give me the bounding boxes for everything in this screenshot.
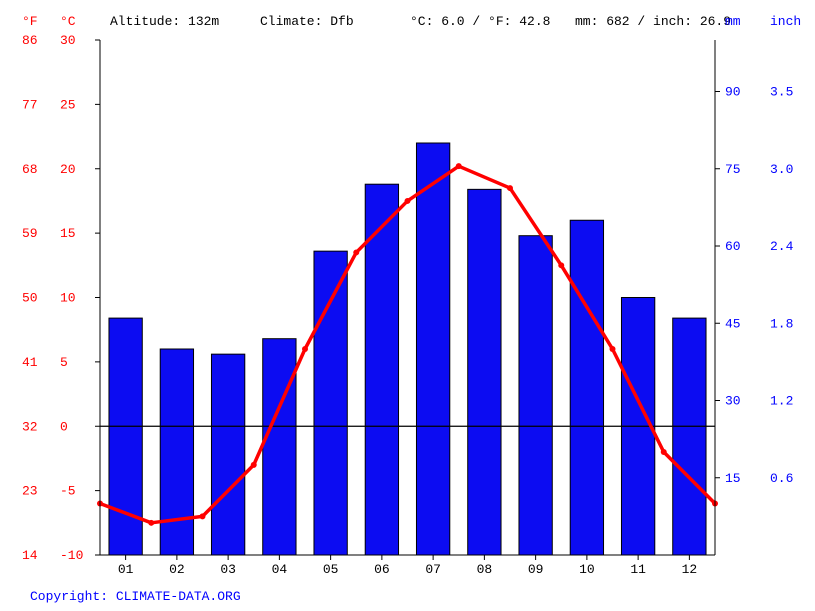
axis-f-tick: 14 — [22, 548, 38, 563]
chart-svg: Altitude: 132m Climate: Dfb °C: 6.0 / °F: … — [0, 0, 815, 611]
temp-marker — [353, 249, 359, 255]
axis-x-tick: 08 — [477, 562, 493, 577]
axis-c-tick: -10 — [60, 548, 83, 563]
temp-marker — [661, 449, 667, 455]
temp-marker — [507, 185, 513, 191]
axis-mm-tick: 45 — [725, 316, 741, 331]
header-precip: mm: 682 / inch: 26.9 — [575, 14, 731, 29]
axis-x-tick: 07 — [425, 562, 441, 577]
axis-c-tick: 30 — [60, 33, 76, 48]
temp-marker — [148, 520, 154, 526]
temp-marker — [302, 346, 308, 352]
axis-x-tick: 06 — [374, 562, 390, 577]
axis-mm-tick: 75 — [725, 162, 741, 177]
precip-bar — [519, 236, 552, 555]
axis-mm-tick: 15 — [725, 471, 741, 486]
axis-mm-tick: 60 — [725, 239, 741, 254]
header-altitude: Altitude: 132m — [110, 14, 219, 29]
precip-bar — [160, 349, 193, 555]
axis-c-tick: 25 — [60, 97, 76, 112]
axis-inch-tick: 3.0 — [770, 162, 793, 177]
precip-bar — [570, 220, 603, 555]
axis-x-tick: 04 — [272, 562, 288, 577]
axis-c-tick: 0 — [60, 419, 68, 434]
axis-c-tick: -5 — [60, 484, 76, 499]
climate-chart: Altitude: 132m Climate: Dfb °C: 6.0 / °F: … — [0, 0, 815, 611]
precip-bar — [468, 189, 501, 555]
temp-marker — [251, 462, 257, 468]
precip-bar — [109, 318, 142, 555]
axis-x-tick: 12 — [682, 562, 698, 577]
axis-x-tick: 01 — [118, 562, 134, 577]
axis-c-tick: 15 — [60, 226, 76, 241]
axis-mm-tick: 30 — [725, 394, 741, 409]
precip-bar — [416, 143, 449, 555]
axis-x-tick: 10 — [579, 562, 595, 577]
axis-f-tick: 86 — [22, 33, 38, 48]
precip-bar — [263, 339, 296, 555]
temp-marker — [558, 262, 564, 268]
precip-bar — [673, 318, 706, 555]
axis-f-tick: 68 — [22, 162, 38, 177]
axis-inch-tick: 1.2 — [770, 394, 793, 409]
axis-f-tick: 23 — [22, 484, 38, 499]
axis-inch-tick: 2.4 — [770, 239, 794, 254]
precip-bar — [211, 354, 244, 555]
axis-inch-tick: 0.6 — [770, 471, 793, 486]
temp-marker — [405, 198, 411, 204]
header-temp: °C: 6.0 / °F: 42.8 — [410, 14, 550, 29]
axis-x-tick: 09 — [528, 562, 544, 577]
precip-bar — [314, 251, 347, 555]
copyright-text: Copyright: CLIMATE-DATA.ORG — [30, 589, 241, 604]
axis-c-tick: 20 — [60, 162, 76, 177]
axis-inch-tick: 3.5 — [770, 85, 793, 100]
axis-f-tick: 32 — [22, 419, 38, 434]
temp-marker — [456, 163, 462, 169]
axis-x-tick: 03 — [220, 562, 236, 577]
axis-mm-label: mm — [725, 14, 741, 29]
axis-c-tick: 10 — [60, 291, 76, 306]
axis-mm-tick: 90 — [725, 85, 741, 100]
axis-inch-label: inch — [770, 14, 801, 29]
axis-f-tick: 59 — [22, 226, 38, 241]
header-climate: Climate: Dfb — [260, 14, 354, 29]
axis-f-tick: 50 — [22, 291, 38, 306]
axis-f-tick: 41 — [22, 355, 38, 370]
axis-c-label: °C — [60, 14, 76, 29]
axis-f-tick: 77 — [22, 97, 38, 112]
temp-marker — [200, 513, 206, 519]
axis-c-tick: 5 — [60, 355, 68, 370]
axis-x-tick: 05 — [323, 562, 339, 577]
axis-inch-tick: 1.8 — [770, 316, 793, 331]
axis-x-tick: 11 — [630, 562, 646, 577]
axis-x-tick: 02 — [169, 562, 185, 577]
temp-marker — [610, 346, 616, 352]
axis-f-label: °F — [22, 14, 38, 29]
